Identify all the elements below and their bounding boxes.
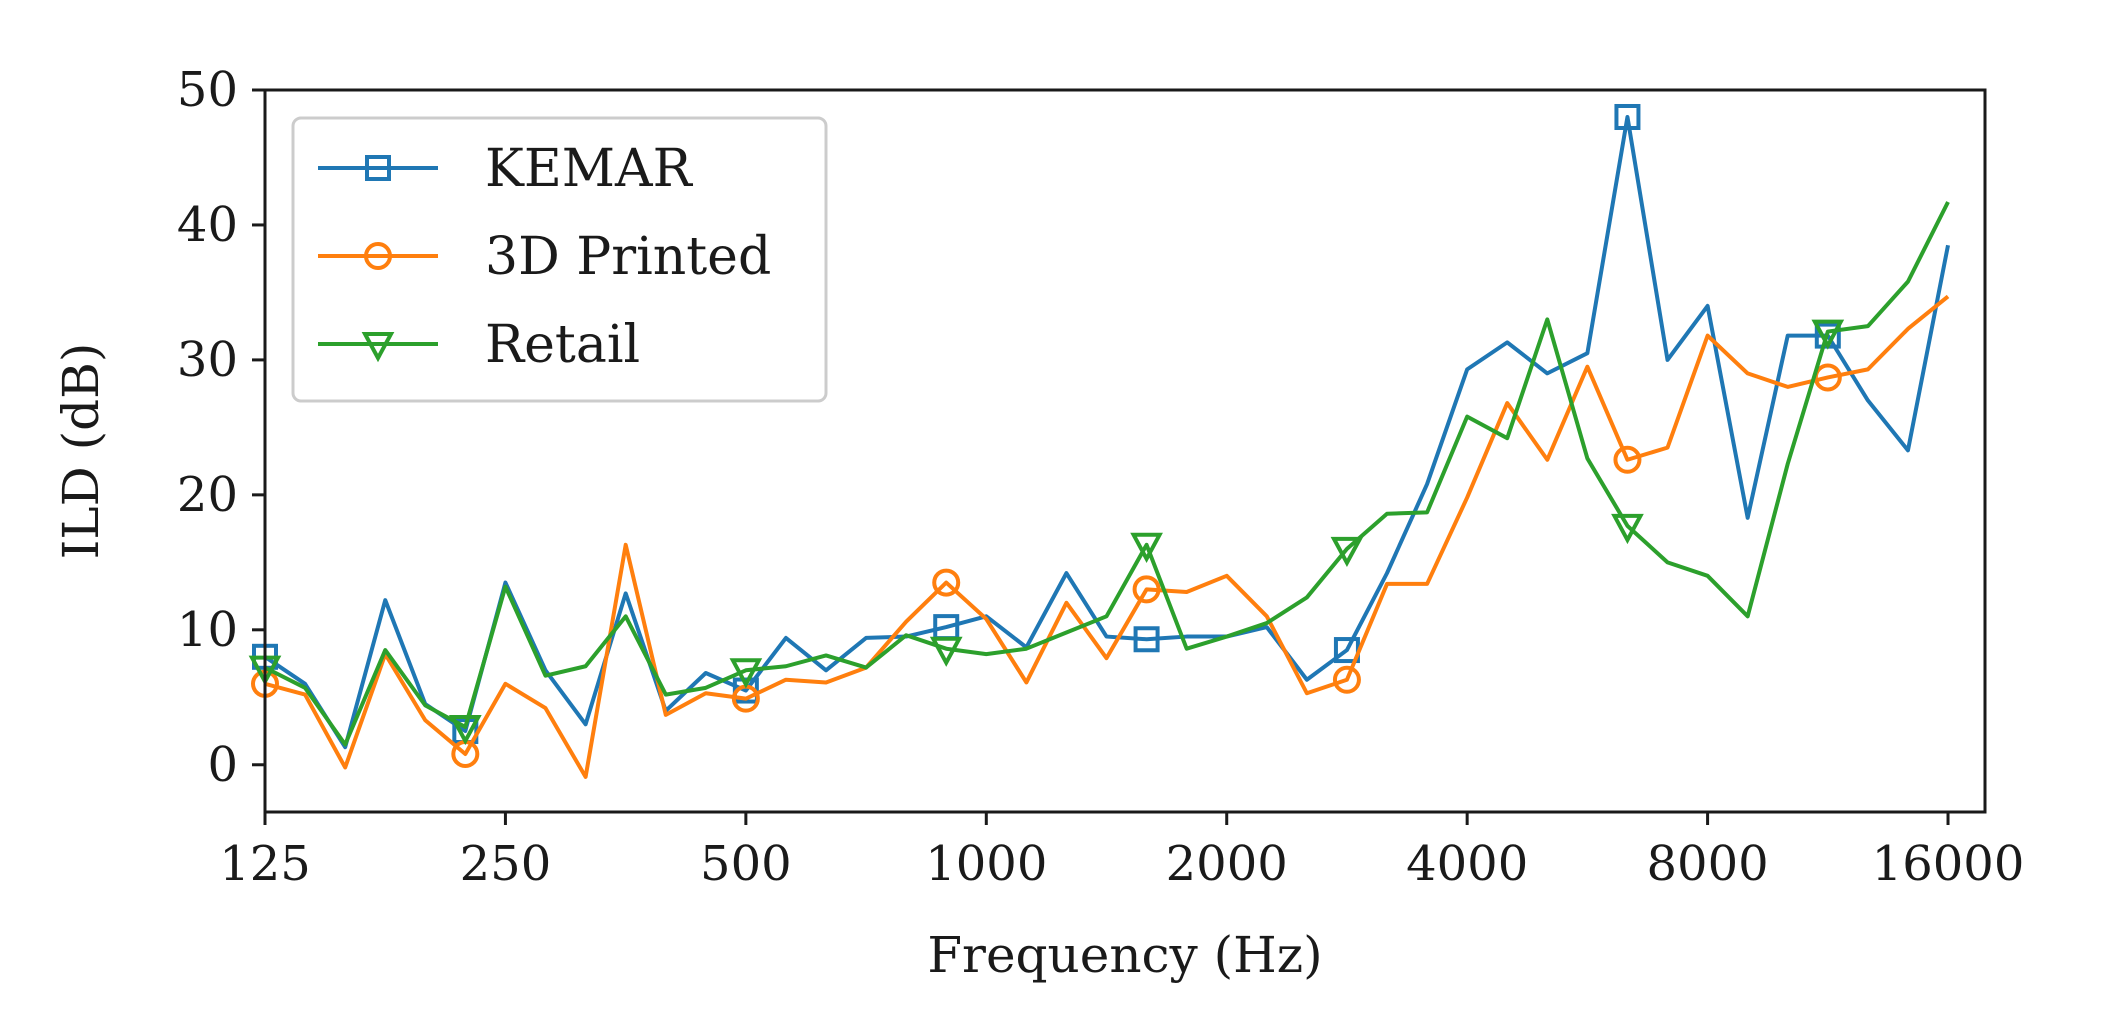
y-tick-label: 40 (177, 197, 238, 253)
series-line-kemar (263, 114, 1950, 750)
data-point-retail (448, 714, 482, 746)
x-tick-label: 2000 (1166, 836, 1288, 892)
y-tick-label: 20 (177, 467, 238, 523)
data-point-retail (929, 636, 963, 667)
y-axis: 0 10 20 30 40 50 (177, 62, 265, 793)
legend: KEMAR 3D Printed Retail (291, 116, 828, 403)
x-tick-label: 4000 (1406, 836, 1528, 892)
data-point-3d-printed (1132, 575, 1161, 604)
x-tick-label: 250 (460, 836, 552, 892)
y-tick-label: 50 (177, 62, 238, 118)
x-tick-label: 500 (700, 836, 792, 892)
legend-label-retail: Retail (485, 315, 640, 375)
series-line-3d-printed (264, 294, 1950, 779)
data-point-3d-printed (1332, 665, 1361, 694)
data-point-kemar (1133, 626, 1160, 653)
legend-marker-retail (361, 332, 395, 363)
legend-marker-kemar (365, 155, 391, 181)
x-axis-title: Frequency (Hz) (927, 926, 1322, 984)
legend-label-kemar: KEMAR (485, 139, 694, 199)
plot-frame (263, 88, 1987, 814)
data-point-retail (1130, 532, 1163, 563)
data-point-retail (1811, 319, 1845, 350)
legend-marker-3d-printed (364, 242, 392, 270)
legend-box (291, 116, 828, 403)
y-tick-label: 10 (177, 602, 238, 658)
x-tick-label: 125 (219, 836, 311, 892)
x-tick-label: 8000 (1647, 836, 1769, 892)
data-point-retail (729, 658, 763, 689)
x-tick-label: 1000 (925, 836, 1047, 892)
series-layer (248, 103, 1950, 779)
data-point-3d-printed (932, 568, 961, 597)
y-tick-label: 0 (207, 737, 238, 793)
data-point-retail (1611, 513, 1644, 545)
data-point-3d-printed (1613, 445, 1642, 474)
y-axis-title: ILD (dB) (52, 343, 110, 560)
series-line-retail (264, 201, 1950, 747)
x-axis: 125 250 500 1000 2000 4000 8000 16000 (219, 812, 2024, 892)
data-point-retail (1330, 536, 1364, 568)
y-tick-label: 30 (177, 332, 238, 388)
x-tick-label: 16000 (1872, 836, 2025, 892)
legend-label-3d-printed: 3D Printed (485, 227, 771, 287)
data-point-kemar (1614, 103, 1641, 130)
